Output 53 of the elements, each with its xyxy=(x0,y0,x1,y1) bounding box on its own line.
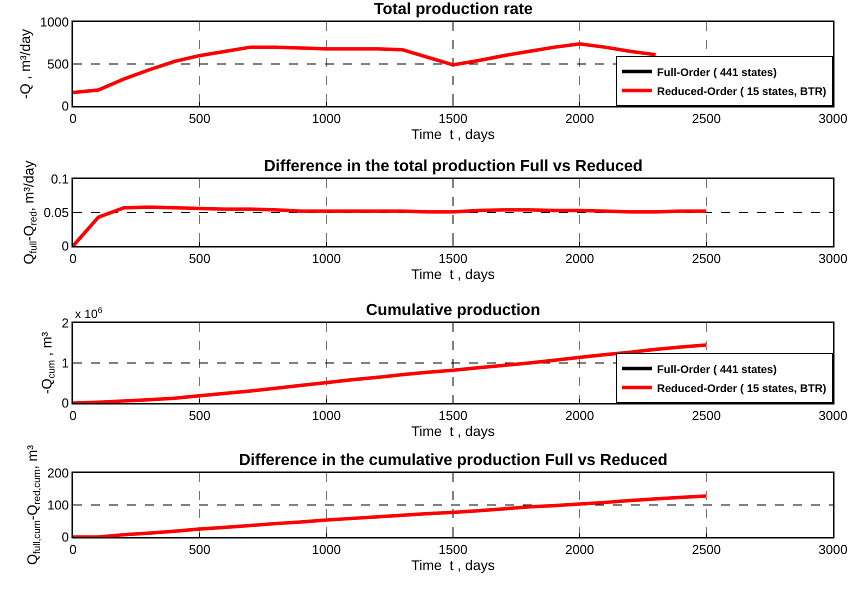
y-tick-label: 1000 xyxy=(40,14,69,30)
x-tick-label: 1500 xyxy=(438,408,468,424)
y-tick-label: 0.1 xyxy=(50,171,69,186)
y-tick-label: 100 xyxy=(47,497,69,512)
x-tick-label: 2500 xyxy=(692,111,721,126)
chart-title: Difference in the cumulative production Full vs Reduced xyxy=(239,452,668,468)
x-tick-label: 2500 xyxy=(692,542,721,557)
chart-title: Difference in the total production Full vs Reduced xyxy=(264,158,643,174)
x-tick-label: 500 xyxy=(188,250,211,266)
x-tick-label: 2500 xyxy=(692,250,721,266)
x-tick-label: 500 xyxy=(188,111,211,126)
legend-label: Reduced-Order ( 15 states, BTR) xyxy=(657,382,827,395)
y-tick-label: 0 xyxy=(62,529,69,544)
x-tick-label: 2500 xyxy=(692,408,721,424)
x-tick-label: 1500 xyxy=(438,542,468,557)
x-tick-label: 2000 xyxy=(565,250,594,266)
chart-title: Cumulative production xyxy=(366,302,540,319)
x-tick-label: 3000 xyxy=(818,542,848,557)
x-tick-label: 500 xyxy=(188,408,211,424)
x-tick-label: 1000 xyxy=(312,111,341,126)
y-tick-label: 2 xyxy=(62,316,69,331)
y-tick-label: 0.05 xyxy=(44,204,69,220)
x-tick-label: 1000 xyxy=(312,542,341,557)
y-tick-label: 0 xyxy=(62,396,69,411)
y-tick-label: 0 xyxy=(62,238,69,254)
x-axis-title: Time t , days xyxy=(411,126,495,142)
x-tick-label: 500 xyxy=(188,542,211,557)
legend-label: Reduced-Order ( 15 states, BTR) xyxy=(657,86,827,98)
legend-label: Full-Order ( 441 states) xyxy=(657,364,778,376)
chart-title: Total production rate xyxy=(374,1,533,18)
x-tick-label: 3000 xyxy=(818,250,848,266)
x-tick-label: 2000 xyxy=(565,111,594,126)
line-series xyxy=(73,204,708,246)
legend-label: Full-Order ( 441 states) xyxy=(657,66,778,79)
line-series xyxy=(73,42,658,94)
x-tick-label: 1000 xyxy=(312,408,341,424)
y-tick-label: 200 xyxy=(47,465,69,480)
x-tick-label: 2000 xyxy=(565,408,594,424)
y-tick-label: 500 xyxy=(47,56,69,72)
y-tick-label: 1 xyxy=(62,356,69,371)
x-axis-title: Time t , days xyxy=(411,423,495,440)
x-tick-label: 2000 xyxy=(565,542,594,557)
text: x 10$^{6}$ xyxy=(75,305,103,322)
y-axis-title: -Q , m³/day xyxy=(16,28,33,100)
x-tick-label: 3000 xyxy=(818,408,848,424)
x-tick-label: 1000 xyxy=(312,250,341,266)
y-tick-label: 0 xyxy=(62,98,69,114)
x-axis-title: Time t , days xyxy=(411,266,495,282)
line-series xyxy=(73,494,708,536)
x-axis-title: Time t , days xyxy=(411,556,495,573)
x-tick-label: 1500 xyxy=(438,111,468,126)
x-tick-label: 3000 xyxy=(818,111,848,126)
x-tick-label: 1500 xyxy=(438,250,468,266)
